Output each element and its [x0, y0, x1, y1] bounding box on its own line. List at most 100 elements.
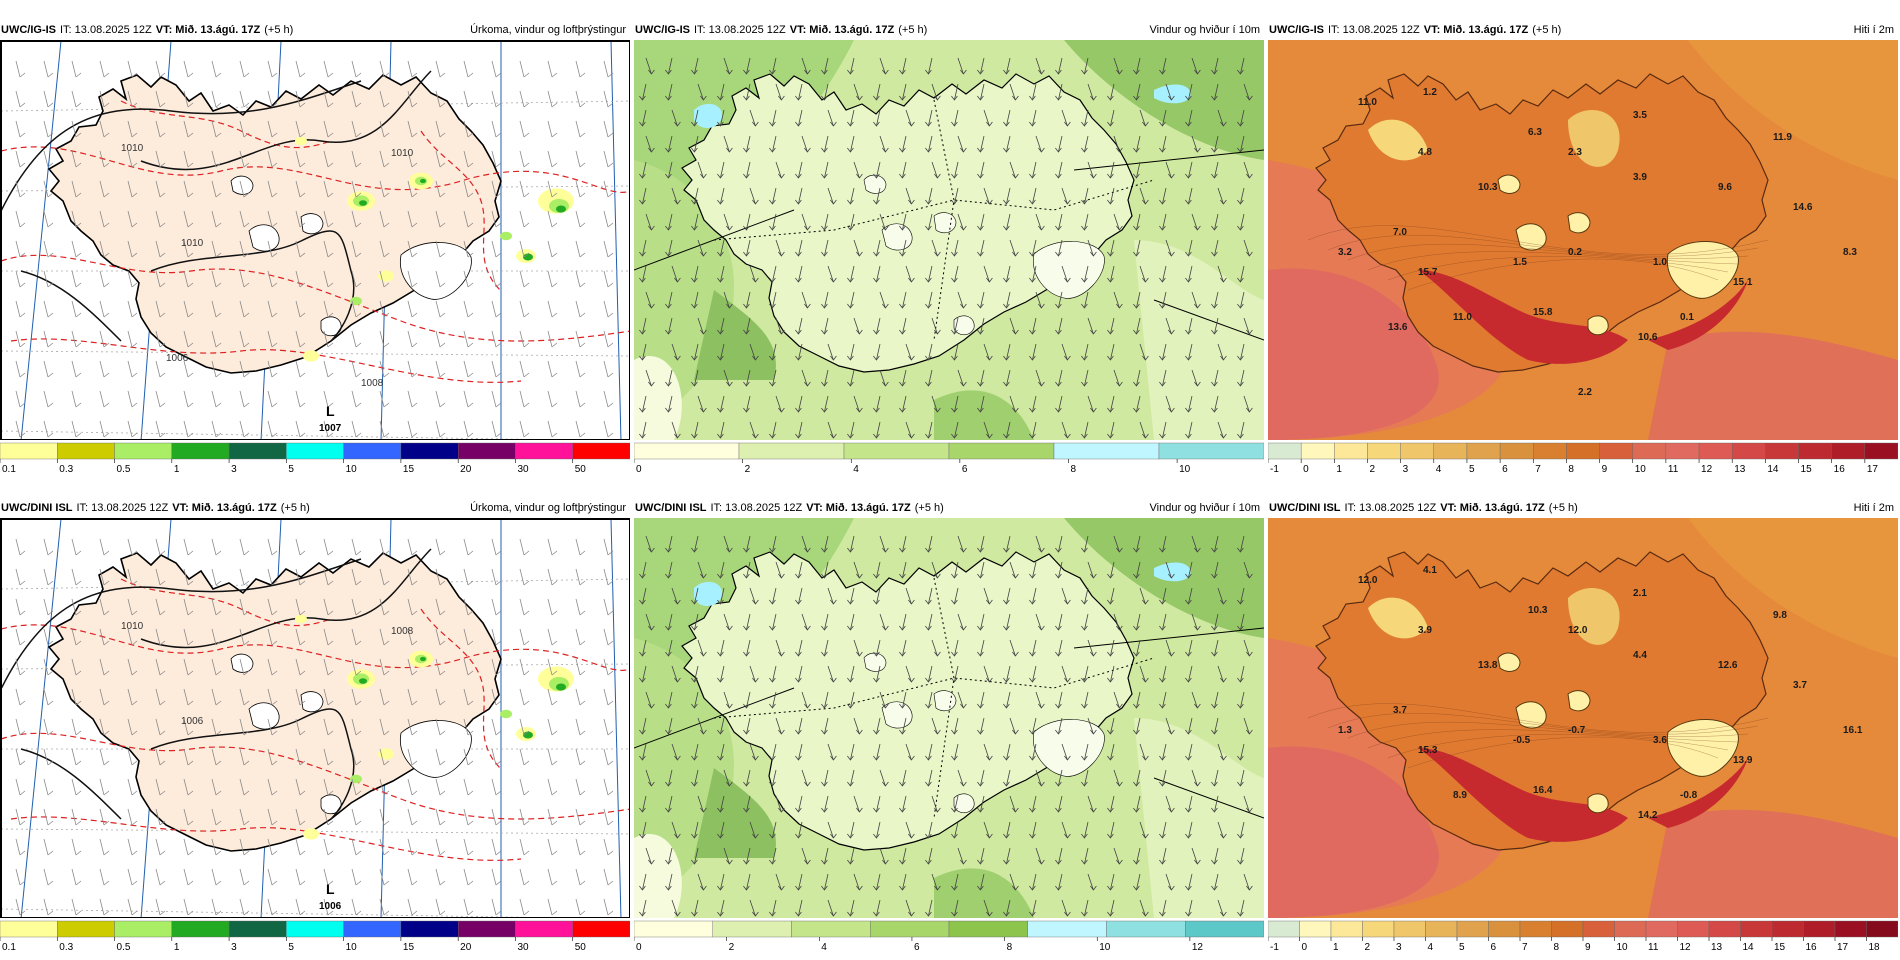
wind-barb — [267, 778, 278, 796]
isobar — [140, 548, 432, 649]
wind-arrow — [1003, 421, 1011, 439]
colorbar-tick-label: 10 — [346, 942, 358, 953]
wind-arrow — [847, 613, 855, 631]
temperature-label: 9.6 — [1718, 182, 1732, 193]
wind-arrow — [743, 161, 751, 179]
colorbar-segment — [1645, 920, 1678, 938]
colorbar-tick-label: 17 — [1867, 464, 1879, 475]
wind-barb — [407, 60, 418, 78]
lead-time: (+5 h) — [280, 502, 310, 514]
wind-arrow — [801, 535, 811, 553]
wind-arrow — [1191, 847, 1201, 865]
colorbar-tick-label: 16 — [1834, 464, 1846, 475]
wind-barb — [575, 240, 586, 258]
wind-arrow — [1055, 213, 1063, 231]
wind-arrow — [1081, 421, 1089, 439]
wind-barb — [379, 420, 390, 438]
wind-barb — [155, 568, 166, 586]
wind-barb — [463, 748, 474, 766]
map-line — [1153, 299, 1264, 341]
wind-barb — [127, 628, 138, 646]
panel-header: UWC/IG-IS IT: 13.08.2025 12Z VT: Mið. 13… — [1268, 20, 1898, 40]
wind-arrow — [931, 161, 941, 179]
temperature-contour — [10, 338, 522, 383]
colorbar-segment — [1027, 920, 1107, 938]
wind-arrow — [723, 213, 733, 231]
wind-arrow — [1107, 317, 1115, 335]
wind-arrow — [905, 899, 915, 917]
colorbar-tick-label: 6 — [914, 942, 920, 953]
wind-arrow — [769, 57, 777, 75]
wind-barb — [43, 90, 54, 108]
temperature-contour — [1407, 258, 1719, 291]
temperature-contour — [1347, 721, 1749, 739]
wind-arrow — [899, 561, 907, 579]
temperature-label: 3.9 — [1633, 172, 1647, 183]
wind-barb — [239, 808, 250, 826]
wind-barb — [211, 240, 222, 258]
wind-arrow — [847, 899, 855, 917]
wind-arrow — [925, 369, 933, 387]
wind-barb — [295, 300, 306, 318]
colorbar-segment — [1400, 442, 1434, 460]
variable-name: Úrkoma, vindur og loftþrýstingur — [470, 502, 626, 514]
wind-barb — [99, 568, 110, 586]
wind-arrow — [1133, 135, 1141, 153]
colorbar-segment — [515, 920, 573, 938]
wind-arrow — [639, 795, 647, 813]
wind-arrow — [1191, 57, 1201, 75]
wind-barb — [379, 180, 390, 198]
temperature-label: 15.1 — [1733, 277, 1753, 288]
wind-arrow — [983, 587, 993, 605]
wind-arrow — [801, 57, 811, 75]
precipitation-area — [523, 731, 533, 739]
wind-barb — [323, 420, 334, 438]
wind-arrow — [1237, 665, 1245, 683]
model-name: UWC/IG-IS — [1269, 24, 1324, 36]
wind-barb — [239, 598, 250, 616]
wind-barb — [239, 778, 250, 796]
wind-arrow — [1237, 109, 1245, 127]
wind-arrow — [1133, 639, 1141, 657]
wind-arrow — [749, 187, 759, 205]
colorbar-segment — [1732, 442, 1766, 460]
wind-arrow — [821, 847, 829, 865]
wind-arrow — [801, 291, 811, 309]
wind-arrow — [795, 821, 803, 839]
wind-arrow — [1237, 291, 1245, 309]
wind-barb — [15, 330, 26, 348]
wind-arrow — [925, 213, 933, 231]
wind-arrow — [645, 213, 655, 231]
wind-barb — [547, 300, 558, 318]
valid-time: VT: Mið. 13.ágú. 17Z — [806, 502, 911, 514]
wind-arrow — [1217, 187, 1227, 205]
wind-arrow — [853, 239, 863, 257]
temperature-label: 8.3 — [1843, 247, 1857, 258]
wind-barb — [211, 808, 222, 826]
wind-barb — [547, 898, 558, 916]
colorbar-segment — [1831, 442, 1866, 460]
wind-barb — [379, 838, 390, 856]
wind-barb — [239, 748, 250, 766]
wind-arrow — [957, 847, 967, 865]
wind-barb — [239, 240, 250, 258]
wind-barb — [379, 688, 390, 706]
wind-arrow — [1237, 265, 1245, 283]
wind-arrow — [775, 83, 785, 101]
wind-arrow — [1003, 187, 1011, 205]
wind-barb — [211, 270, 222, 288]
wind-barb — [211, 180, 222, 198]
wind-barb — [379, 120, 390, 138]
cold-highland — [1568, 110, 1620, 167]
wind-arrow — [691, 743, 699, 761]
wind-arrow — [925, 187, 933, 205]
wind-barb — [211, 658, 222, 676]
meridian-line — [20, 519, 62, 917]
model-name: UWC/DINI ISL — [635, 502, 707, 514]
wind-arrow — [905, 421, 915, 439]
wind-barb — [155, 598, 166, 616]
wind-arrow — [665, 795, 673, 813]
forecast-map: 1010 1010 1010 1008 1006 L 1007 — [0, 40, 630, 440]
wind-arrow — [1133, 717, 1141, 735]
forecast-map: 11.0 1.2 4.8 6.3 2.3 3.5 3.9 11.9 10.3 9.6 14.6 7.0… — [1268, 40, 1898, 440]
